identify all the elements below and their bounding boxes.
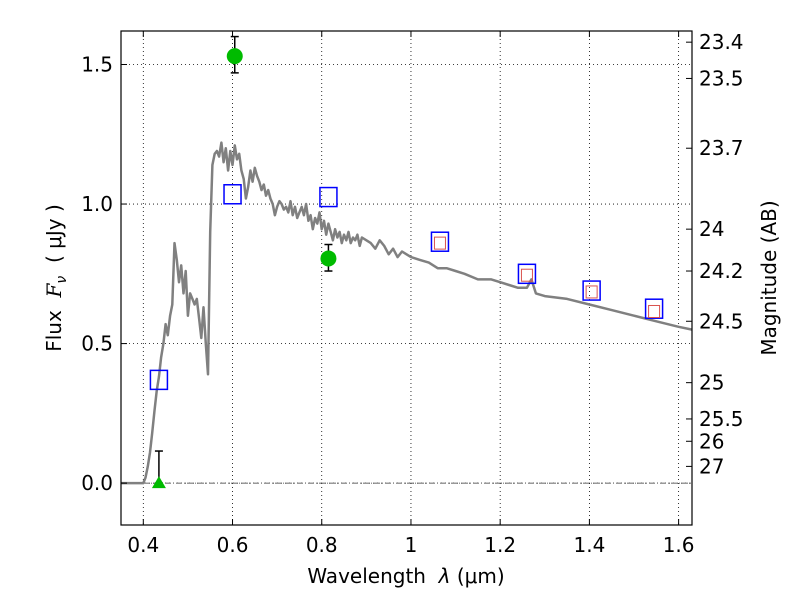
y-axis-title-prefix: Flux [42,297,66,351]
model-photometry-layer [149,184,664,391]
detection-circle-marker [320,250,337,267]
y-axis-title-variable: F [42,282,66,298]
y-tick-label: 0.0 [81,471,113,495]
detection-layer [151,35,337,489]
x-tick-label: 1.4 [573,533,605,557]
y2-tick-label: 25 [699,371,724,395]
y2-tick-label: 24.2 [699,259,744,283]
y-axis-title: Flux Fν ( μJy ) [42,204,70,352]
x-tick-label: 1.6 [663,533,695,557]
y2-tick-label: 27 [699,454,724,478]
model-sed-line [121,141,693,485]
y2-tick-label: 23.4 [699,30,744,54]
y2-axis-title: Magnitude (AB) [757,200,781,355]
model-photometry-box [430,231,450,252]
y2-tick-label: 26 [699,429,724,453]
x-axis-title-unit: (μm) [451,564,505,588]
x-axis-title: Wavelength λ (μm) [307,564,504,588]
y2-tick-label: 25.5 [699,407,744,431]
model-photometry-box [149,369,169,391]
x-tick-label: 0.4 [127,533,159,557]
detection-circle-marker [226,48,243,65]
y-tick-label: 0.5 [81,332,113,356]
inner-photometry-box [520,268,533,282]
y-axis-title-subscript: ν [54,276,70,284]
model-photometry-box [644,298,664,319]
model-photometry-box [319,186,338,208]
y2-tick-label: 23.5 [699,66,744,90]
y2-tick-label: 24 [699,217,724,241]
detection-triangle-marker [151,476,166,489]
x-tick-label: 1 [405,533,418,557]
x-tick-label: 1.2 [484,533,516,557]
inner-photometry-box [648,304,661,318]
plot-frame [120,30,693,526]
y-axis-title-unit: ( μJy ) [42,204,66,276]
model-layer [121,141,693,485]
axis-layer: 0.4 0.6 0.8 1 1.2 1.4 1.6 0.0 0.5 1.0 1.5 23.4 23.5 2… [81,30,743,557]
y2-tick-label: 23.7 [699,136,744,160]
model-photometry-box [517,263,537,285]
y-tick-label: 1.5 [81,52,113,76]
inner-photometry-box [433,236,446,250]
x-axis-title-prefix: Wavelength [307,564,438,588]
x-tick-label: 0.8 [306,533,338,557]
model-photometry-box [582,280,601,301]
x-axis-title-variable: λ [438,564,451,588]
inner-photometry-box [585,285,598,299]
y-tick-label: 1.0 [81,192,113,216]
x-tick-label: 0.6 [217,533,249,557]
model-photometry-box [223,184,242,205]
y2-tick-label: 24.5 [699,309,744,333]
